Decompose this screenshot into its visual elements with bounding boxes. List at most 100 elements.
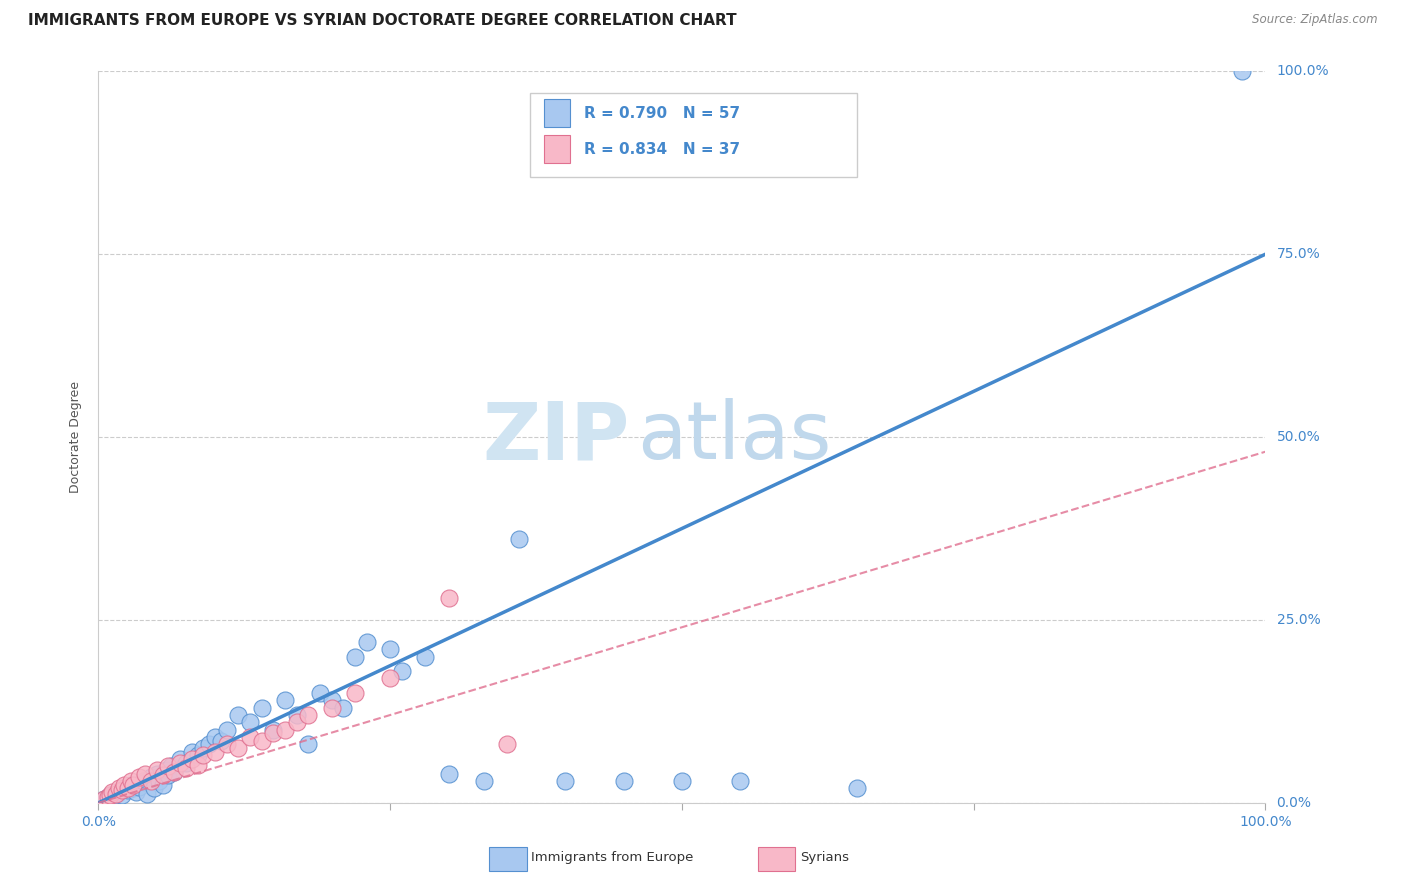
Point <box>148 773 170 788</box>
Bar <box>544 99 569 127</box>
Point <box>169 752 191 766</box>
Point <box>163 765 186 780</box>
Text: 0.0%: 0.0% <box>1277 796 1312 810</box>
Point <box>332 700 354 714</box>
Point <box>321 693 343 707</box>
Point <box>274 693 297 707</box>
Point <box>250 733 273 747</box>
Point <box>155 763 177 777</box>
Point <box>262 723 284 737</box>
Point <box>193 748 215 763</box>
Point <box>112 778 135 792</box>
Point <box>228 740 250 755</box>
Point <box>93 792 115 806</box>
Point <box>174 761 197 775</box>
Point <box>108 785 131 799</box>
Point <box>671 773 693 788</box>
Point <box>356 635 378 649</box>
Point <box>122 778 145 792</box>
Point <box>239 715 262 730</box>
Point <box>437 766 460 780</box>
Point <box>846 781 869 796</box>
Point <box>344 686 367 700</box>
Text: atlas: atlas <box>637 398 832 476</box>
Point <box>120 773 142 788</box>
Point <box>132 773 155 788</box>
Point <box>104 787 127 801</box>
Point <box>380 642 402 657</box>
Text: 50.0%: 50.0% <box>1277 430 1320 444</box>
Point <box>554 773 576 788</box>
Point <box>250 700 273 714</box>
Point <box>111 782 134 797</box>
Point <box>204 745 226 759</box>
Point <box>152 768 174 782</box>
Point <box>239 730 262 744</box>
Text: Syrians: Syrians <box>800 851 849 864</box>
Point <box>380 672 402 686</box>
Point <box>157 768 180 782</box>
Point <box>437 591 460 605</box>
Point <box>413 649 436 664</box>
Point <box>285 715 308 730</box>
Point <box>134 766 156 780</box>
Point <box>274 723 297 737</box>
Text: 25.0%: 25.0% <box>1277 613 1320 627</box>
Point <box>612 773 634 788</box>
Point <box>730 773 752 788</box>
Point <box>163 765 186 780</box>
Point <box>117 782 139 797</box>
Point <box>112 781 135 796</box>
Point <box>146 763 169 777</box>
Point <box>193 740 215 755</box>
Text: Immigrants from Europe: Immigrants from Europe <box>531 851 693 864</box>
Point <box>108 781 131 796</box>
Bar <box>544 135 569 163</box>
Point <box>101 789 124 804</box>
Point <box>472 773 495 788</box>
Point <box>120 778 142 792</box>
Point <box>98 789 121 803</box>
FancyBboxPatch shape <box>530 94 858 178</box>
Point <box>496 737 519 751</box>
Point <box>152 778 174 792</box>
Point <box>215 723 238 737</box>
Point <box>97 789 120 804</box>
Point <box>93 792 115 806</box>
Point <box>128 780 150 794</box>
Point <box>169 756 191 770</box>
Point <box>321 700 343 714</box>
Point <box>187 748 209 763</box>
Point <box>344 649 367 664</box>
Point <box>285 708 308 723</box>
Point <box>146 766 169 780</box>
Point <box>143 781 166 796</box>
Point <box>309 686 332 700</box>
Point <box>198 737 221 751</box>
Point <box>139 770 162 784</box>
Point <box>204 730 226 744</box>
Text: 75.0%: 75.0% <box>1277 247 1320 261</box>
Point <box>101 785 124 799</box>
Point <box>508 533 530 547</box>
Text: R = 0.834   N = 37: R = 0.834 N = 37 <box>583 142 740 157</box>
Point <box>128 770 150 784</box>
Point <box>157 759 180 773</box>
Text: ZIP: ZIP <box>482 398 630 476</box>
Point <box>134 775 156 789</box>
Point <box>125 785 148 799</box>
Point <box>136 787 159 801</box>
Text: 100.0%: 100.0% <box>1277 64 1329 78</box>
Point <box>159 759 181 773</box>
Point <box>297 737 319 751</box>
Point <box>98 789 121 803</box>
Point <box>215 737 238 751</box>
Point <box>262 726 284 740</box>
Text: R = 0.790   N = 57: R = 0.790 N = 57 <box>583 105 740 120</box>
Point <box>187 757 209 772</box>
Point <box>228 708 250 723</box>
Point <box>209 733 232 747</box>
Point <box>297 708 319 723</box>
Point <box>180 745 202 759</box>
Point <box>111 789 134 803</box>
